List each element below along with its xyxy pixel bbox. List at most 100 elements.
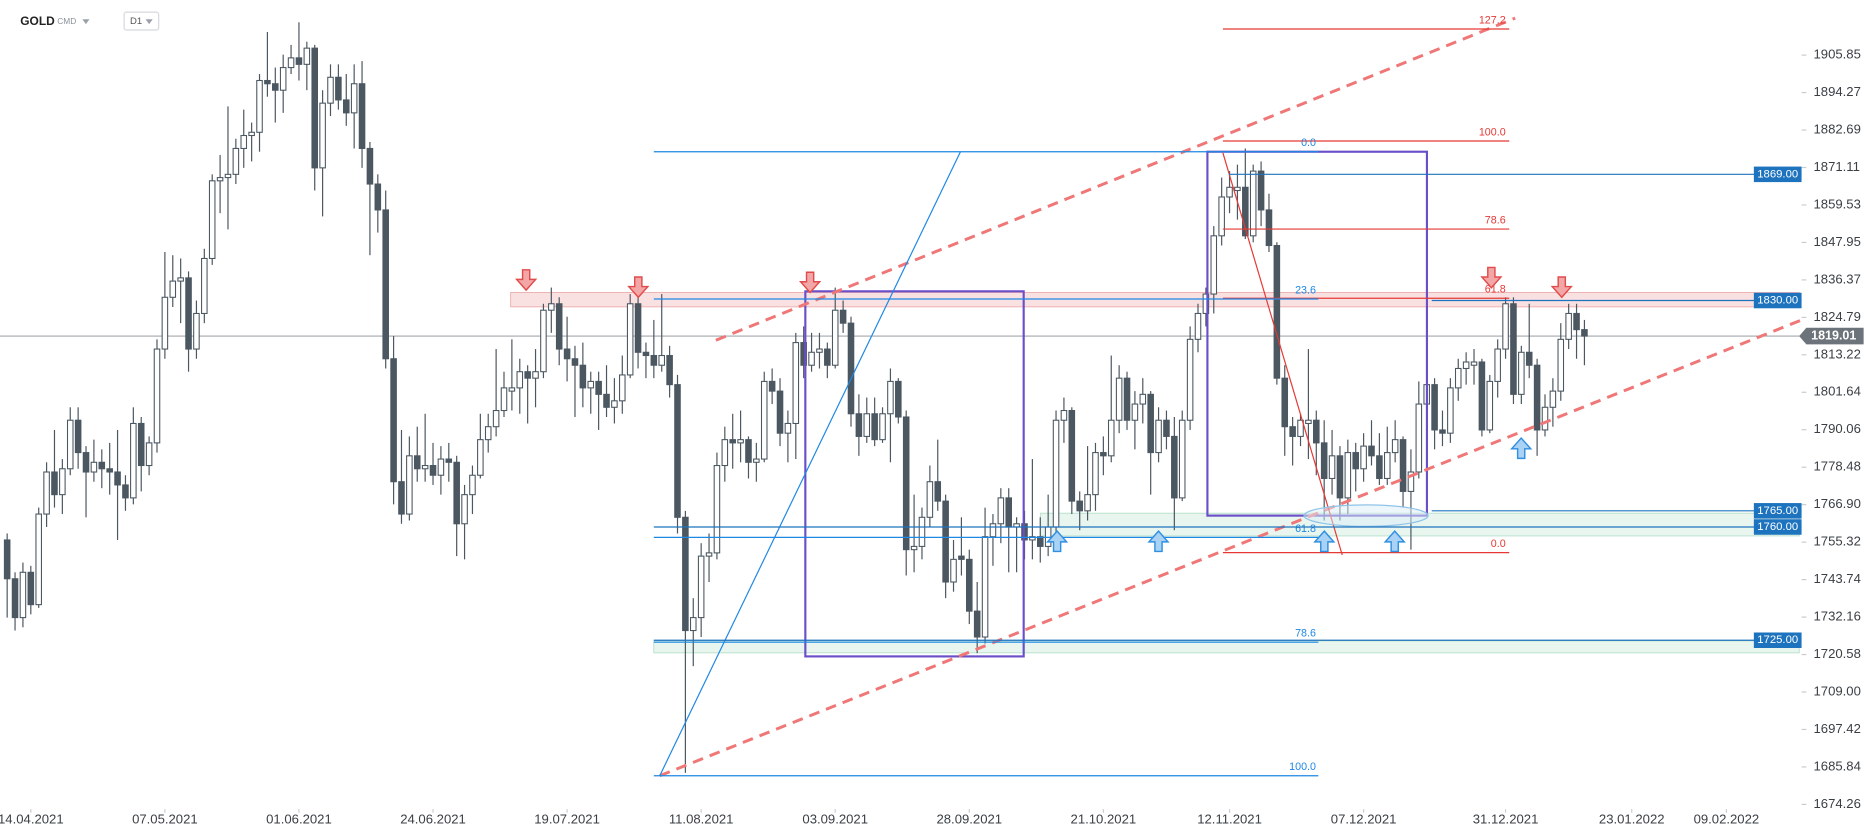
candle-body [863, 413, 871, 437]
candle-body [973, 610, 981, 638]
candle-body [1100, 452, 1107, 457]
resistance-zone [510, 292, 1800, 308]
candle-body [1068, 409, 1076, 502]
instrument-kind[interactable]: CMD [57, 16, 76, 26]
candle-body [1147, 393, 1154, 454]
candle-body [831, 309, 839, 366]
candle-body [1218, 196, 1225, 237]
candle-body [1407, 471, 1415, 492]
candle-body [642, 351, 650, 357]
candle-body [500, 387, 508, 412]
candle-body [989, 523, 997, 538]
price-tag [1753, 519, 1802, 535]
interval[interactable]: D1 [130, 16, 142, 27]
y-tick-label: 1859.53 [1814, 196, 1861, 211]
y-tick-label: 1894.27 [1814, 84, 1861, 99]
candle-body [768, 380, 776, 392]
candle-body [185, 277, 192, 350]
candle-body [366, 147, 374, 185]
buy-arrow [1313, 530, 1336, 553]
candle-body [390, 358, 397, 483]
candle-body [1273, 244, 1281, 379]
highlight-ellipse [1303, 504, 1429, 527]
interval-box[interactable] [123, 11, 160, 31]
candle-body [1123, 377, 1131, 421]
candle-body [1265, 209, 1273, 247]
candle-body [35, 513, 42, 606]
candle-body [1454, 367, 1462, 389]
candle-body [1541, 406, 1549, 431]
candle-body [1092, 452, 1099, 496]
candle-body [540, 309, 547, 373]
candle-body [705, 552, 713, 557]
candle-body [437, 458, 445, 476]
y-tick-label: 1790.06 [1814, 421, 1861, 436]
candle-body [658, 354, 666, 366]
candle-body [1462, 361, 1470, 370]
candle-body [548, 303, 555, 311]
symbol: GOLD [20, 14, 55, 28]
candle-body [358, 83, 366, 149]
candle-body [745, 439, 752, 463]
candle-body [1399, 439, 1407, 492]
candle-body [697, 555, 705, 619]
candle-body [508, 387, 516, 392]
x-tick-label: 21.10.2021 [1071, 811, 1137, 826]
candle-body [824, 348, 831, 366]
candle-body [177, 277, 184, 282]
candle-body [327, 76, 334, 104]
candle-body [871, 413, 878, 441]
candle-body [1249, 170, 1257, 237]
candle-body [563, 348, 571, 360]
candle-body [1447, 387, 1454, 434]
y-tick-label: 1755.32 [1814, 534, 1861, 549]
candle-body [1131, 403, 1139, 421]
candle-body [879, 413, 886, 441]
candle-body [1036, 536, 1044, 547]
candle-body [1226, 186, 1233, 198]
candle-body [264, 79, 271, 85]
candle-body [208, 180, 216, 259]
candle-body [997, 497, 1005, 525]
y-tick-label: 1709.00 [1814, 683, 1861, 698]
candle-body [1178, 419, 1186, 499]
sell-arrow [798, 271, 822, 294]
candle-body [587, 380, 595, 389]
x-tick-label: 24.06.2021 [400, 811, 466, 826]
candle-body [90, 461, 98, 473]
candle-body [413, 455, 421, 470]
candle-body [816, 348, 823, 353]
candle-body [193, 312, 200, 350]
candle-body [1257, 170, 1265, 211]
fib-label: 61.8 [1295, 523, 1316, 535]
candle-body [272, 83, 279, 91]
candle-body [1297, 419, 1304, 437]
candle-body [1305, 419, 1312, 425]
x-tick-label: 09.02.2022 [1694, 811, 1760, 826]
candle-body [792, 342, 800, 425]
candle-body [1005, 497, 1013, 528]
channel-line [659, 318, 1803, 778]
y-tick-label: 1836.37 [1814, 271, 1861, 286]
y-tick-label: 1720.58 [1814, 646, 1861, 661]
x-tick-label: 03.09.2021 [802, 811, 868, 826]
sell-arrow [627, 276, 650, 299]
candle-body [287, 57, 295, 69]
x-tick-label: 31.12.2021 [1473, 811, 1539, 826]
candle-body [1557, 338, 1565, 392]
candle-body [1202, 293, 1210, 314]
candle-body [137, 422, 145, 467]
candle-body [153, 348, 161, 444]
candle-body [958, 555, 965, 560]
x-tick-label: 12.11.2021 [1197, 811, 1262, 826]
candle-body [461, 494, 468, 525]
candle-body [1336, 455, 1344, 499]
y-tick-label: 1813.22 [1814, 346, 1861, 361]
candle-body [59, 468, 66, 496]
candle-body [350, 83, 358, 114]
candle-body [11, 578, 19, 619]
candle-body [3, 539, 11, 580]
candle-body [1565, 312, 1572, 340]
candle-body [1376, 455, 1383, 480]
